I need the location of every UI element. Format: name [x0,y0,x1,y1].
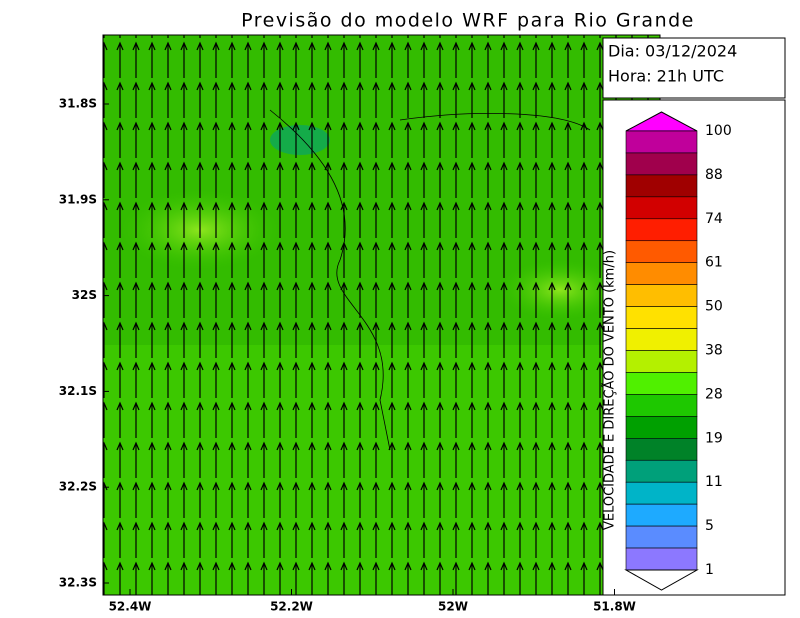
y-tick-label: 32S [72,288,97,302]
y-tick-label: 32.1S [59,384,97,398]
info-box [602,37,786,99]
colorbar-band [625,416,698,439]
colorbar-bottom [624,569,699,591]
colorbar-tick-label: 61 [705,255,723,271]
x-tick-label: 52W [438,600,468,614]
x-tick-label: 52.2W [270,600,313,614]
map [102,34,661,596]
colorbar-band [625,284,698,307]
colorbar-tick-label: 5 [705,518,714,534]
hour: Hora: 21h UTC [608,67,724,86]
colorbar-band [625,350,698,373]
colorbar-label: VELOCIDADE E DIREÇÃO DO VENTO (km/h) [602,250,618,530]
colorbar-band [625,240,698,264]
colorbar-band [625,152,698,176]
colorbar-band [625,547,698,571]
colorbar-band [625,130,698,154]
y-tick-label: 31.8S [59,97,97,111]
colorbar-band [625,196,698,220]
colorbar-tick-label: 38 [705,343,723,359]
colorbar-band [625,437,698,461]
colorbar-tick-label: 74 [705,211,723,227]
colorbar-band [625,503,698,527]
y-tick-label: 32.3S [59,576,97,590]
colorbar-band [625,481,698,505]
colorbar-tick-label: 28 [705,386,723,402]
colorbar-tick-label: 19 [705,430,723,446]
coastline [269,109,591,451]
colorbar-band [625,525,698,549]
x-tick-label: 52.4W [109,600,152,614]
colorbar-tick-label: 88 [705,167,723,183]
title: Previsão do modelo WRF para Rio Grande [241,10,695,32]
colorbar-band [625,306,698,329]
colorbar-tick-label: 1 [705,562,714,578]
y-tick-label: 32.2S [59,480,97,494]
colorbar-band [625,459,698,483]
colorbar-band [625,218,698,242]
colorbar-tick-label: 11 [705,474,723,490]
colorbar-tick-label: 100 [705,123,732,139]
colorbar-band [625,328,698,351]
colorbar-band [625,174,698,198]
y-tick-label: 31.9S [59,192,97,206]
colorbar-band [625,262,698,285]
x-tick-label: 51.8W [593,600,636,614]
colorbar-band [625,372,698,395]
colorbar-band [625,394,698,417]
date: Dia: 03/12/2024 [608,42,737,61]
colorbar-tick-label: 50 [705,299,723,315]
wind-arrows [103,35,660,595]
